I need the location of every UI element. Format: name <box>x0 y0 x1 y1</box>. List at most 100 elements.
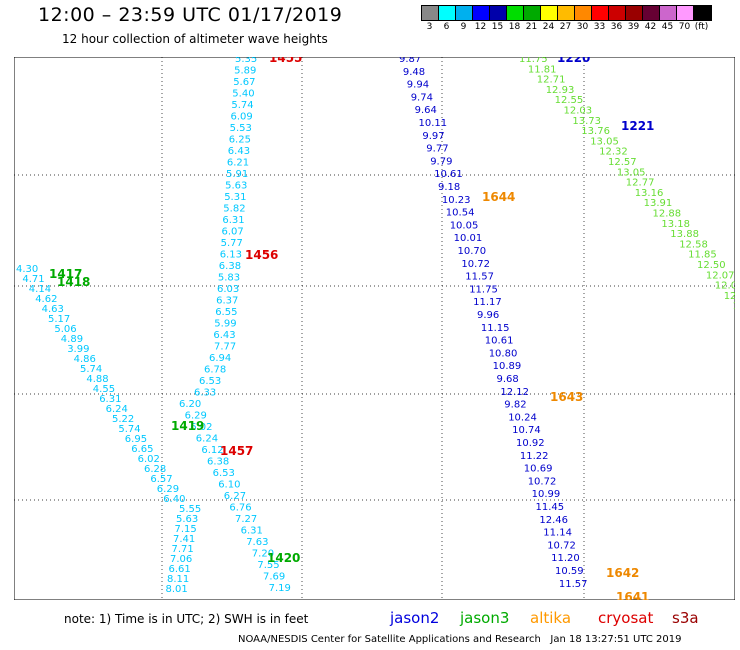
swh-value: 5.40 <box>232 89 254 100</box>
swh-value: 13.05 <box>590 136 619 147</box>
time-label: 1641 <box>616 590 649 600</box>
swh-value: 5.67 <box>233 77 255 88</box>
swh-value: 4.62 <box>35 294 57 305</box>
swh-value: 4.63 <box>42 304 64 315</box>
swh-value: 12.46 <box>539 515 568 526</box>
color-swatch-7 <box>541 6 558 20</box>
color-swatch-14 <box>660 6 677 20</box>
time-label: 1643 <box>550 390 583 404</box>
swh-value: 11.14 <box>543 528 572 539</box>
swh-value: 10.61 <box>485 336 514 347</box>
color-swatch-15 <box>677 6 694 20</box>
swh-value: 7.41 <box>173 534 195 545</box>
color-swatch-8 <box>558 6 575 20</box>
swh-value: 6.02 <box>138 454 160 465</box>
legend-jason2: jason2 <box>390 609 440 627</box>
swh-value: 6.27 <box>224 491 246 502</box>
swh-value: 11.75 <box>469 284 498 295</box>
swh-value: 7.77 <box>214 342 236 353</box>
swh-value: 6.94 <box>209 353 231 364</box>
swh-value: 4.86 <box>74 354 96 365</box>
swh-value: 12.09 <box>715 281 735 292</box>
swh-value: 6.43 <box>228 146 250 157</box>
time-label: 1644 <box>482 190 515 204</box>
swh-value: 7.63 <box>246 537 268 548</box>
swh-value: 5.74 <box>231 100 253 111</box>
color-swatch-12 <box>626 6 643 20</box>
swh-value: 11.81 <box>528 64 557 75</box>
color-scale-label: (ft) <box>694 22 709 32</box>
swh-value: 11.85 <box>688 250 717 261</box>
swh-value: 10.59 <box>555 566 584 577</box>
color-swatch-1 <box>439 6 456 20</box>
swh-value: 4.55 <box>93 384 115 395</box>
time-label: 1456 <box>245 248 278 262</box>
swh-value: 5.35 <box>235 57 257 65</box>
swh-value: 4.88 <box>86 374 108 385</box>
swh-value: 3.99 <box>67 344 89 355</box>
swh-value: 9.79 <box>430 156 452 167</box>
swh-value: 13.16 <box>635 188 664 199</box>
swh-value: 11.15 <box>481 323 510 334</box>
color-swatch-5 <box>507 6 524 20</box>
color-scale-label: 42 <box>644 22 657 32</box>
swh-value: 12.32 <box>599 147 628 158</box>
swh-value: 10.01 <box>454 233 483 244</box>
swh-value: 4.71 <box>22 274 44 285</box>
swh-value: 9.87 <box>399 57 421 65</box>
swh-value: 12.77 <box>626 178 655 189</box>
swh-value: 6.78 <box>204 365 226 376</box>
swh-value: 5.06 <box>54 324 76 335</box>
color-scale-label: 12 <box>474 22 487 32</box>
swh-value: 6.24 <box>106 404 128 415</box>
swh-value: 6.31 <box>99 394 121 405</box>
color-scale-label: 6 <box>443 22 450 32</box>
swh-value: 5.63 <box>225 181 247 192</box>
legend-jason3: jason3 <box>460 609 510 627</box>
swh-value: 13.05 <box>617 167 646 178</box>
swh-value: 10.24 <box>508 412 537 423</box>
color-swatch-3 <box>473 6 490 20</box>
color-scale-label: 33 <box>593 22 606 32</box>
swh-value: 5.31 <box>224 192 246 203</box>
swh-value: 12.50 <box>697 260 726 271</box>
map-frame <box>13 56 736 601</box>
color-scale-label: 15 <box>491 22 504 32</box>
swh-value: 7.27 <box>235 514 257 525</box>
color-swatch-0 <box>422 6 439 20</box>
swh-value: 7.06 <box>170 554 192 565</box>
swh-value: 11.45 <box>536 502 565 513</box>
swh-value: 11.22 <box>520 451 549 462</box>
swh-value: 12.57 <box>608 157 637 168</box>
swh-value: 5.82 <box>223 204 245 215</box>
swh-value: 6.29 <box>185 411 207 422</box>
page-title: 12:00 – 23:59 UTC 01/17/2019 <box>38 4 343 26</box>
swh-value: 9.48 <box>403 67 425 78</box>
swh-value: 6.31 <box>241 526 263 537</box>
swh-value: 8.01 <box>166 584 188 595</box>
time-label: 1418 <box>57 275 90 289</box>
swh-value: 11.57 <box>465 272 494 283</box>
time-label: 1417 <box>49 267 82 281</box>
swh-value: 12.88 <box>653 209 682 220</box>
color-scale-label: 21 <box>525 22 538 32</box>
swh-value: 10.69 <box>524 464 553 475</box>
swh-value: 10.70 <box>458 246 487 257</box>
swh-value: 10.72 <box>547 540 576 551</box>
swh-value: 7.69 <box>263 572 285 583</box>
color-scale-label: 24 <box>542 22 555 32</box>
swh-value: 6.31 <box>222 215 244 226</box>
swh-value: 6.25 <box>229 135 251 146</box>
units-note: note: 1) Time is in UTC; 2) SWH is in fe… <box>64 612 309 626</box>
color-scale-label: 18 <box>508 22 521 32</box>
swh-value: 6.21 <box>227 158 249 169</box>
swh-value: 5.83 <box>218 273 240 284</box>
time-label: 1420 <box>267 551 300 565</box>
swh-value: 10.80 <box>489 348 518 359</box>
swh-value: 9.18 <box>438 182 460 193</box>
swh-value: 5.91 <box>226 169 248 180</box>
swh-value: 11.57 <box>559 579 588 590</box>
color-scale-label: 36 <box>610 22 623 32</box>
swh-value: 7.55 <box>257 560 279 571</box>
swh-value: 5.77 <box>221 238 243 249</box>
